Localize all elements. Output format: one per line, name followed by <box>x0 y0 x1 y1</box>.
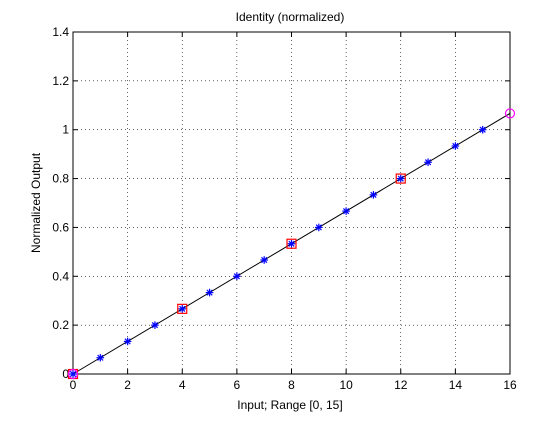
star-marker-stroke <box>124 338 131 345</box>
star-marker <box>96 353 105 362</box>
x-tick-label: 10 <box>339 378 353 392</box>
star-marker <box>233 272 241 281</box>
y-tick-label: 1 <box>62 123 69 137</box>
star-marker <box>151 321 159 329</box>
star-marker <box>205 288 214 297</box>
star-marker-stroke <box>424 159 432 166</box>
star-marker <box>123 337 132 346</box>
star-marker-stroke <box>206 289 213 296</box>
star-marker <box>478 125 487 134</box>
star-marker <box>369 191 378 199</box>
star-marker-stroke <box>151 322 159 329</box>
square-marker <box>286 238 297 249</box>
y-tick-label: 0.6 <box>52 220 69 234</box>
star-marker <box>396 174 405 183</box>
y-tick-label: 0.8 <box>52 172 69 186</box>
y-tick-label: 1.4 <box>52 25 69 39</box>
star-marker-stroke <box>343 208 350 215</box>
star-marker-stroke <box>261 256 268 264</box>
axes-box <box>72 31 511 375</box>
y-axis-label: Normalized Output <box>29 152 43 253</box>
circle-marker <box>67 368 79 380</box>
star-marker-stroke <box>97 354 104 361</box>
square-marker <box>177 303 188 314</box>
star-marker-stroke <box>179 305 186 312</box>
star-marker <box>178 305 187 313</box>
star-marker <box>315 223 323 232</box>
y-tick-label: 0.2 <box>52 318 69 332</box>
y-tick-label: 0.4 <box>52 269 69 283</box>
grid-lines <box>72 31 511 375</box>
star-marker <box>424 158 432 167</box>
axis-ticks: 0 2 4 6 8 10 12 14 16 0 0.2 0.4 0.6 0.8 1 1.2 1.4 <box>52 25 517 392</box>
x-tick-label: 8 <box>288 378 295 392</box>
x-tick-label: 0 <box>70 378 77 392</box>
x-tick-label: 2 <box>124 378 131 392</box>
plot-frame <box>72 31 511 375</box>
star-marker-stroke <box>397 175 404 182</box>
star-marker-stroke <box>370 191 377 198</box>
chart-title: Identity (normalized) <box>236 10 345 24</box>
x-tick-label: 12 <box>394 378 408 392</box>
y-tick-label: 0 <box>62 367 69 381</box>
star-marker-stroke <box>479 126 486 133</box>
star-marker <box>342 207 350 215</box>
star-marker-stroke <box>452 142 459 150</box>
x-tick-label: 4 <box>179 378 186 392</box>
star-marker-stroke <box>288 240 295 247</box>
x-axis-label: Input; Range [0, 15] <box>237 398 342 412</box>
star-marker <box>287 239 296 248</box>
x-tick-label: 6 <box>234 378 241 392</box>
star-marker-stroke <box>69 370 77 378</box>
star-marker-stroke <box>315 224 322 231</box>
star-marker <box>451 142 460 150</box>
x-tick-label: 16 <box>503 378 517 392</box>
plot-series <box>67 108 516 380</box>
circle-marker <box>504 108 516 119</box>
x-tick-label: 14 <box>449 378 463 392</box>
square-marker <box>395 173 406 184</box>
star-marker <box>260 256 268 264</box>
y-tick-label: 1.2 <box>52 74 69 88</box>
star-marker-stroke <box>233 273 240 280</box>
star-marker <box>69 370 77 378</box>
